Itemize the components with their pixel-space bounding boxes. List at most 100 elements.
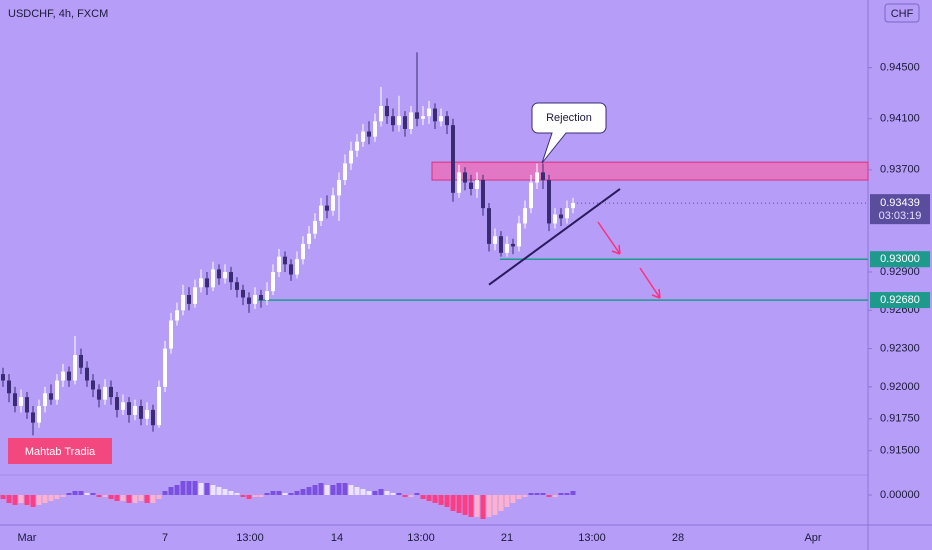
candle-body [505, 243, 509, 253]
candle-body [343, 163, 347, 181]
x-tick-label: 13:00 [236, 532, 264, 544]
candle-body [205, 278, 209, 288]
histogram-bar [456, 495, 462, 513]
x-tick-label: 13:00 [407, 532, 435, 544]
histogram-bar [234, 493, 240, 495]
candle-body [421, 116, 425, 119]
candle-body [31, 412, 35, 423]
histogram-bar [522, 495, 528, 497]
candle-body [121, 402, 125, 410]
candle-body [199, 278, 203, 288]
histogram-bar [30, 495, 36, 507]
candle-body [157, 386, 161, 426]
candle-body [73, 354, 77, 381]
histogram-bar [60, 495, 66, 497]
candle-body [55, 380, 59, 400]
histogram-bar [120, 495, 126, 501]
candle-body [217, 269, 221, 279]
histogram-bar [306, 487, 312, 495]
candle-body [523, 208, 527, 224]
candle-body [85, 367, 89, 381]
histogram-bar [516, 495, 522, 499]
currency: CHF [891, 8, 914, 20]
candle-body [373, 121, 377, 137]
histogram-bar [444, 495, 450, 507]
histogram-bar [510, 495, 516, 503]
histogram-bar [504, 495, 510, 507]
histogram-bar [354, 487, 360, 495]
histogram-bar [162, 491, 168, 495]
histogram-bar [438, 495, 444, 505]
histogram-bar [36, 495, 42, 505]
histogram-bar [372, 491, 378, 495]
candle-body [211, 269, 215, 288]
histogram-bar [192, 481, 198, 495]
arrow [597, 221, 621, 255]
x-tick-label: 7 [162, 532, 168, 544]
candle-body [151, 409, 155, 426]
candle-body [331, 195, 335, 211]
candle-body [103, 386, 107, 400]
histogram-bar [168, 487, 174, 495]
candle-body [565, 208, 569, 219]
histogram-bar [102, 495, 108, 497]
candle-body [97, 389, 101, 400]
candle-body [457, 172, 461, 193]
histogram-bar [282, 493, 288, 495]
histogram-bar [558, 493, 564, 495]
histogram-bar [84, 493, 90, 495]
histogram-bar [114, 495, 120, 501]
histogram-bar [228, 491, 234, 495]
histogram-bar [72, 491, 78, 495]
candle-body [355, 141, 359, 151]
candle-body [529, 182, 533, 209]
candle-body [235, 282, 239, 290]
histogram-bar [318, 483, 324, 495]
currency-box [884, 3, 920, 23]
histogram-bar [420, 495, 426, 499]
x-tick-label: Apr [804, 532, 821, 544]
candle-body [439, 116, 443, 122]
histogram-bar [342, 483, 348, 495]
histogram-bar [132, 495, 138, 503]
candle-body [223, 271, 227, 279]
y-tick-label: 0.94500 [880, 62, 920, 74]
histogram-bar [336, 483, 342, 495]
candle-body [511, 243, 515, 247]
candle-body [559, 214, 563, 219]
candle-body [283, 256, 287, 265]
histogram-bar [264, 493, 270, 495]
candle-body [193, 287, 197, 304]
histogram-bar [174, 485, 180, 495]
level-label: 0.92680 [880, 294, 920, 306]
histogram-bar [414, 493, 420, 495]
histogram-bar [360, 489, 366, 495]
y-tick-label: 0.92300 [880, 342, 920, 354]
chart-title: USDCHF, 4h, FXCM [8, 8, 108, 20]
candle-body [277, 256, 281, 272]
histogram-bar [108, 495, 114, 499]
candle-body [301, 243, 305, 260]
last-price-label: 0.93439 [880, 197, 920, 209]
x-tick-label: 14 [331, 532, 343, 544]
arrows [597, 221, 661, 299]
histogram-bar [210, 485, 216, 495]
histogram-bar [426, 495, 432, 501]
histogram-bar [126, 495, 132, 503]
candle-body [361, 131, 365, 142]
histogram-bar [6, 495, 12, 503]
x-tick-label: 13:00 [578, 532, 606, 544]
histogram-bar [384, 491, 390, 495]
x-tick-label: 28 [672, 532, 684, 544]
histogram-bar [528, 493, 534, 495]
level-tag [870, 251, 930, 268]
candle-body [325, 205, 329, 211]
histogram-bar [240, 495, 246, 497]
candle-body [547, 180, 551, 224]
candle-body [403, 116, 407, 129]
watermark-box [8, 438, 112, 464]
arrow [639, 267, 661, 299]
candle-body [427, 108, 431, 117]
